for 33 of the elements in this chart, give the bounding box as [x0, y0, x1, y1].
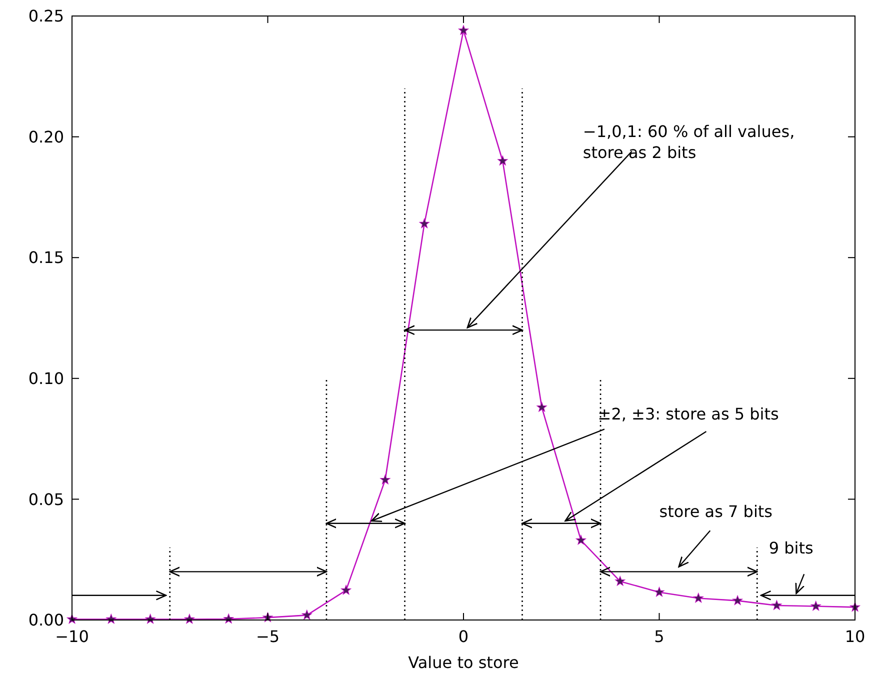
point	[536, 402, 547, 412]
x-tick-label: −10	[55, 627, 89, 646]
y-tick-label: 0.00	[28, 610, 64, 630]
point	[772, 600, 782, 610]
point	[380, 474, 390, 484]
y-tick-label: 0.05	[28, 490, 64, 509]
annotation: 9 bits	[768, 538, 814, 558]
y-tick-label: 0.20	[28, 127, 64, 146]
annotation: store as 7 bits	[659, 502, 773, 522]
point	[302, 610, 312, 620]
y-tick-label: 0.10	[28, 369, 64, 388]
y-tick-label: 0.25	[28, 6, 64, 26]
y-tick-label: 0.15	[28, 248, 64, 268]
annotation: ±2, ±3: store as 5 bits	[598, 404, 779, 424]
point	[458, 25, 469, 35]
point	[498, 156, 508, 166]
point	[810, 600, 821, 611]
x-tick-label: −5	[256, 627, 280, 646]
point	[732, 595, 743, 606]
point	[576, 534, 586, 545]
point	[184, 614, 195, 624]
point	[693, 592, 704, 603]
x-tick-label: 5	[654, 627, 664, 646]
point	[340, 584, 352, 595]
point	[224, 614, 234, 624]
x-axis-title: Value to store	[408, 653, 519, 672]
point	[145, 614, 156, 624]
x-tick-label: 10	[844, 627, 866, 646]
point	[654, 586, 664, 597]
x-tick-label: 0	[458, 627, 469, 646]
annotation: −1,0,1: 60 % of all values, store as 2 bits	[582, 122, 795, 162]
point	[615, 576, 626, 586]
point	[419, 218, 430, 228]
